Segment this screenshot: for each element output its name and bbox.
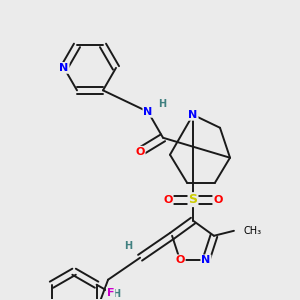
Text: N: N [59,63,69,73]
Text: CH₃: CH₃ [244,226,262,236]
Text: O: O [176,255,185,265]
Text: N: N [143,107,153,117]
Text: H: H [124,241,132,251]
Text: H: H [112,289,120,299]
Text: H: H [158,99,166,109]
Text: N: N [201,255,211,265]
Text: O: O [213,195,223,205]
Text: S: S [188,193,197,206]
Text: N: N [188,110,198,120]
Text: O: O [135,147,145,157]
Text: F: F [107,288,114,298]
Text: O: O [163,195,173,205]
